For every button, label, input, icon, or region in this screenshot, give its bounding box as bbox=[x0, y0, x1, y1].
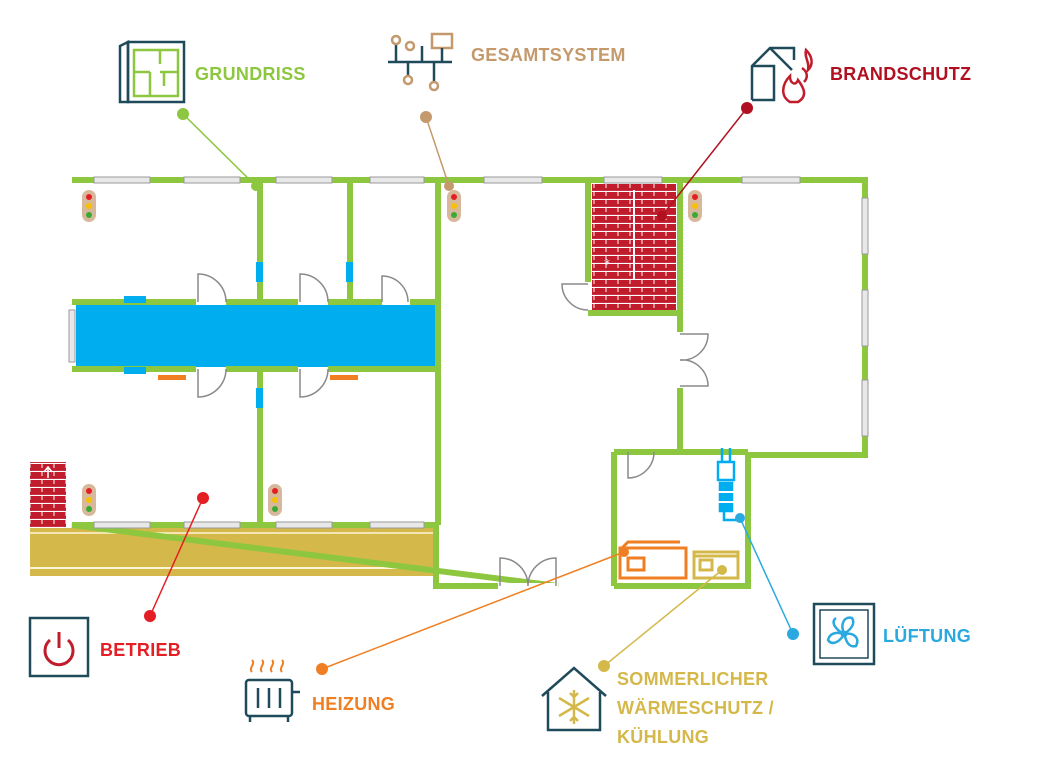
hallway-ventilation bbox=[76, 305, 440, 367]
sensor bbox=[268, 484, 282, 516]
ventilation-duct bbox=[716, 448, 740, 522]
floor-plan: * bbox=[30, 176, 869, 589]
label-sommer-line-1: SOMMERLICHER bbox=[617, 669, 769, 689]
sensor bbox=[82, 484, 96, 516]
doors bbox=[197, 273, 709, 587]
label-grundriss: GRUNDRISS bbox=[195, 64, 306, 84]
house-snowflake-icon bbox=[541, 666, 607, 732]
radiator-icon bbox=[244, 659, 300, 722]
connectors bbox=[144, 102, 799, 675]
room-sensors bbox=[82, 190, 702, 516]
sensor bbox=[447, 190, 461, 222]
svg-text:*: * bbox=[604, 257, 610, 271]
windows bbox=[68, 176, 869, 529]
vent-openings bbox=[124, 262, 353, 408]
label-brandschutz: BRANDSCHUTZ bbox=[830, 64, 972, 84]
sensor bbox=[688, 190, 702, 222]
network-icon bbox=[388, 32, 454, 92]
sensor bbox=[82, 190, 96, 222]
floorplan-icon bbox=[118, 39, 186, 104]
fan-icon bbox=[812, 602, 876, 666]
label-gesamtsystem: GESAMTSYSTEM bbox=[471, 45, 626, 65]
power-icon bbox=[28, 616, 90, 678]
label-sommerlicher-waermeschutz: SOMMERLICHER WÄRMESCHUTZ / KÜHLUNG bbox=[617, 665, 774, 752]
label-sommer-line-3: KÜHLUNG bbox=[617, 727, 710, 747]
heating-boiler bbox=[618, 540, 688, 580]
label-sommer-line-2: WÄRMESCHUTZ / bbox=[617, 698, 774, 718]
label-lueftung: LÜFTUNG bbox=[883, 626, 972, 646]
label-betrieb: BETRIEB bbox=[100, 640, 182, 660]
cooling-unit bbox=[692, 550, 740, 580]
heater-markers bbox=[158, 375, 358, 380]
label-heizung: HEIZUNG bbox=[312, 694, 396, 714]
burning-house-icon bbox=[750, 46, 813, 104]
